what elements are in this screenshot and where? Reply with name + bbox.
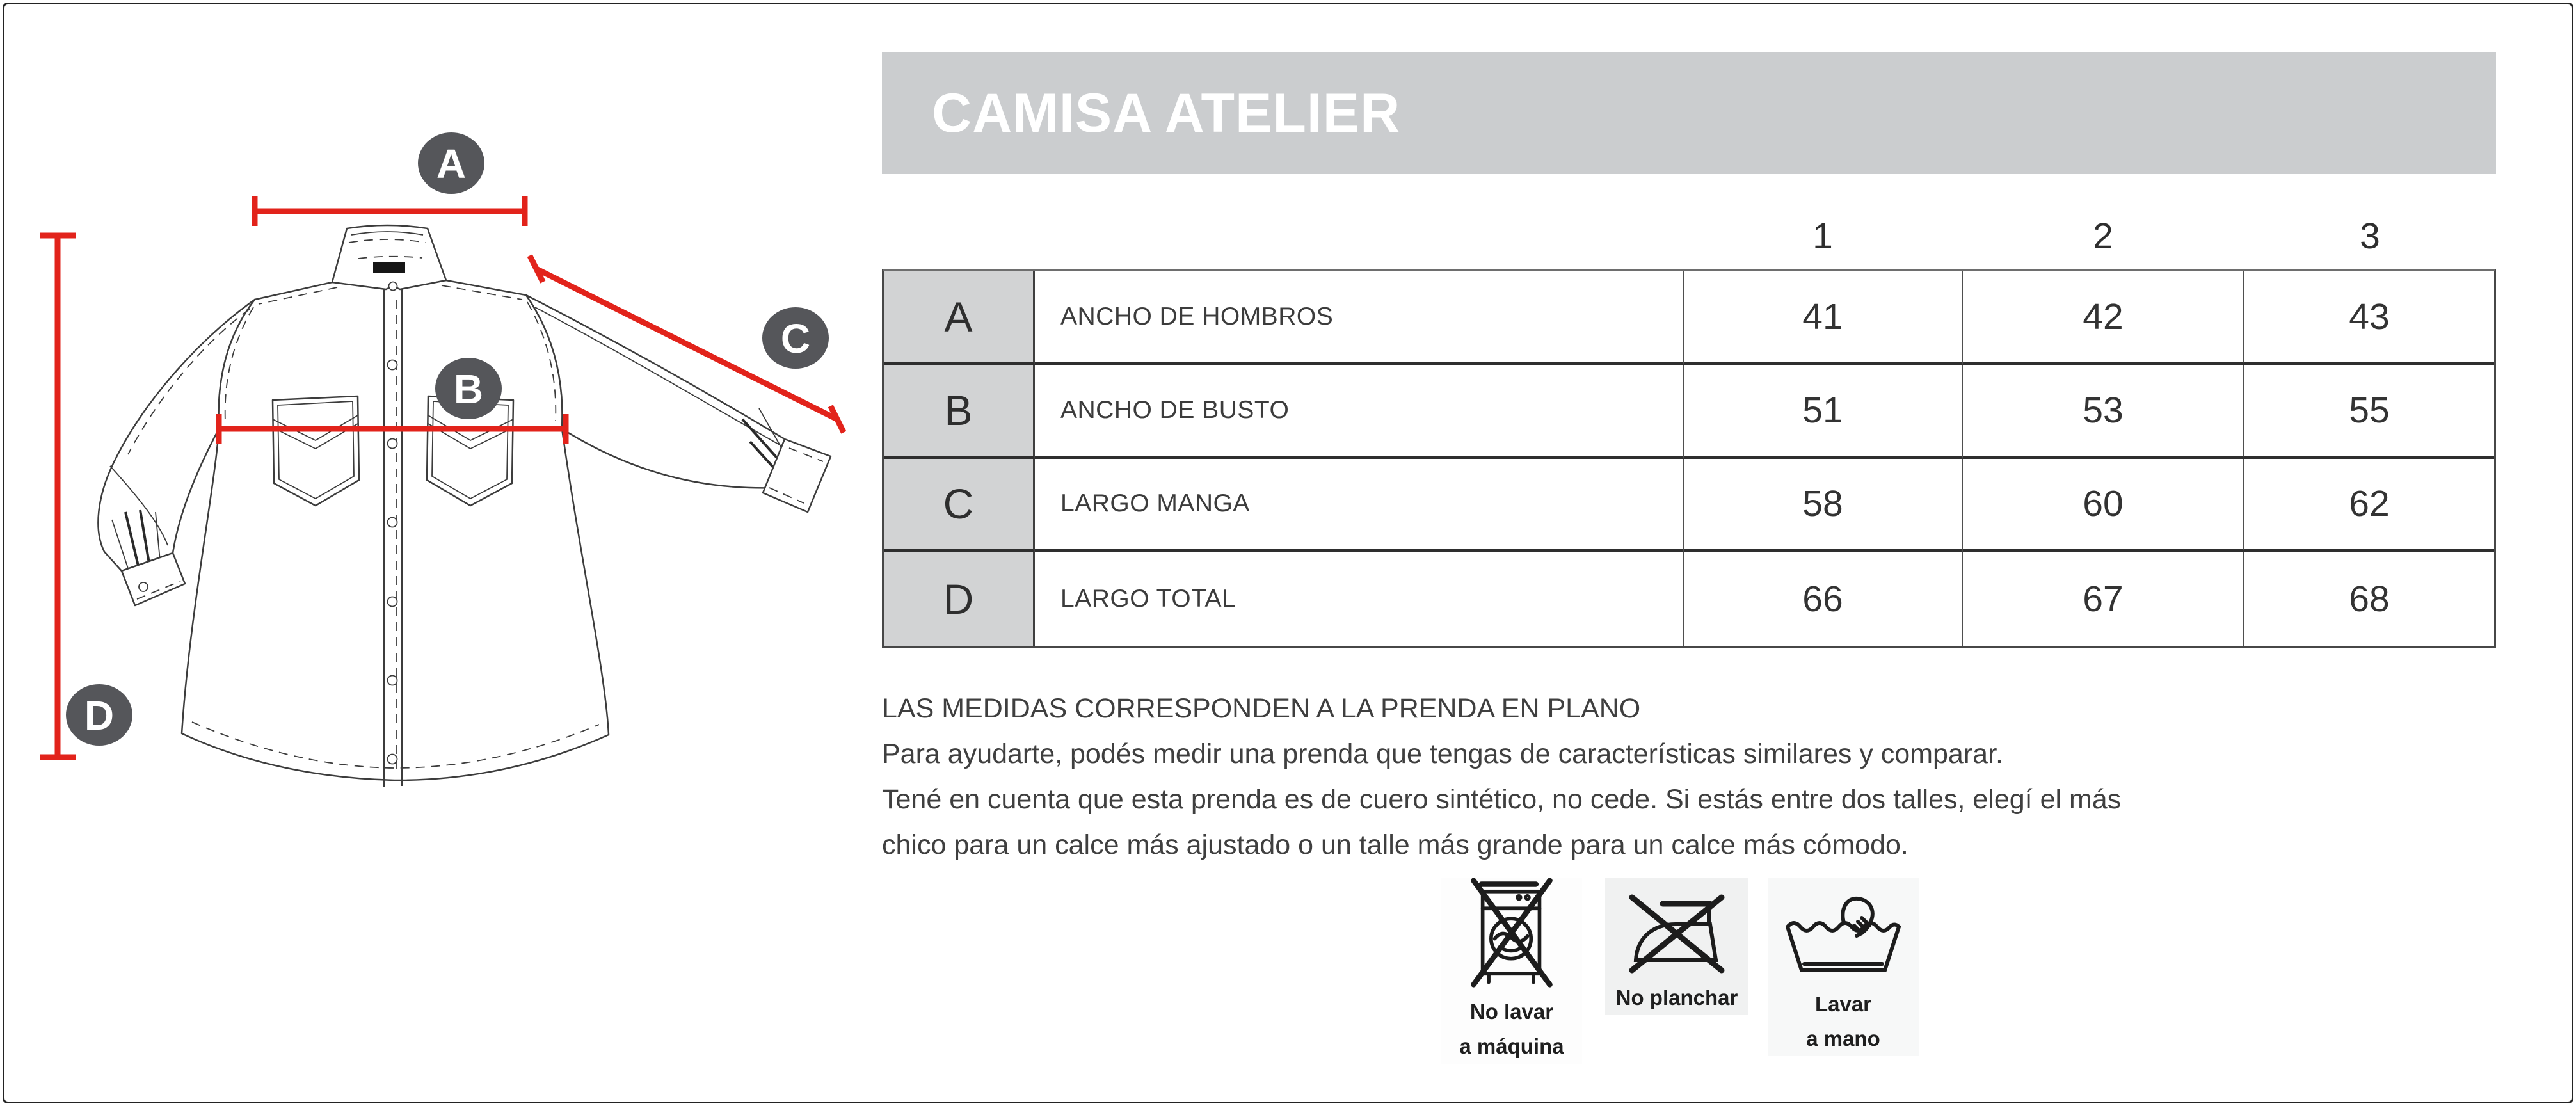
table-row-letter: D [884, 552, 1035, 646]
no-iron-icon [1629, 894, 1725, 974]
table-row-label: ANCHO DE HOMBROS [1035, 271, 1684, 365]
table-cell-value: 66 [1684, 552, 1963, 646]
care-label: No lavar a máquina [1459, 1000, 1564, 1058]
left-cuff-stitch [136, 581, 181, 600]
badge-a-letter: A [436, 141, 466, 187]
table-cell-value: 58 [1684, 458, 1963, 552]
measure-line-a [252, 196, 528, 226]
care-item-no-iron: No planchar [1605, 878, 1748, 1015]
table-cell-value: 62 [2244, 459, 2494, 552]
left-cuff-pleat [139, 509, 150, 564]
measure-line-b [216, 414, 569, 444]
size-column-header-1: 1 [1812, 216, 1833, 257]
left-cuff-button [138, 582, 148, 592]
buttons [387, 359, 398, 765]
hem-stitch-line [191, 721, 600, 769]
table-cell-value: 55 [2244, 365, 2494, 459]
left-sleeve [97, 298, 256, 572]
shirt-body [180, 279, 610, 781]
no-machine-wash-icon [1471, 878, 1553, 988]
table-row-label: LARGO MANGA [1035, 458, 1684, 552]
size-column-header-2: 2 [2093, 216, 2113, 257]
notes-line: LAS MEDIDAS CORRESPONDEN A LA PRENDA EN … [882, 693, 1641, 724]
collar [331, 224, 447, 291]
badge-c [762, 307, 829, 369]
table-cell-value: 60 [1963, 458, 2244, 552]
badge-d [66, 684, 132, 746]
notes-line: Tené en cuenta que esta prenda es de cue… [882, 784, 2122, 815]
hand-wash-icon [1786, 896, 1901, 972]
care-label: Lavar a mano [1806, 992, 1880, 1050]
measure-line-d [40, 232, 76, 760]
neck-label [373, 262, 405, 273]
right-armhole-stitch [527, 301, 557, 422]
left-cuff-gather [111, 519, 129, 569]
left-cuff [120, 552, 186, 607]
table-row-letter: B [884, 365, 1035, 459]
left-shoulder-stitch [258, 287, 338, 305]
care-item-no-machine-wash: No lavar a máquina [1441, 878, 1582, 1064]
badge-b [435, 358, 502, 419]
table-cell-value: 68 [2349, 578, 2390, 620]
notes-line: chico para un calce más ajustado o un ta… [882, 830, 1908, 860]
table-cell-value: 43 [2244, 271, 2494, 365]
badge-a [418, 132, 484, 194]
right-cuff-gather [758, 408, 784, 452]
size-column-header-3: 3 [2360, 216, 2380, 257]
left-cuff-gather [155, 511, 161, 561]
table-cell-value: 51 [1684, 365, 1963, 459]
table-cell-value: 42 [1963, 271, 2244, 365]
table-row-label: ANCHO DE BUSTO [1035, 365, 1684, 459]
care-label: No planchar [1615, 986, 1738, 1009]
shirt-technical-drawing: A B C D [40, 132, 847, 787]
table-row-letter: A [884, 271, 1035, 365]
measure-line-c [527, 254, 847, 434]
badge-d-letter: D [84, 693, 114, 739]
badge-c-letter: C [781, 316, 810, 362]
care-item-hand-wash: Lavar a mano [1768, 878, 1919, 1056]
left-sleeve-fold [109, 465, 168, 546]
measurement-notes: LAS MEDIDAS CORRESPONDEN A LA PRENDA EN … [882, 686, 2418, 868]
page-title: CAMISA ATELIER [932, 82, 1401, 144]
right-shoulder-stitch [441, 285, 523, 300]
collar-button [388, 281, 398, 291]
table-cell-value: 53 [1963, 365, 2244, 459]
badge-b-letter: B [454, 366, 483, 412]
notes-line: Para ayudarte, podés medir una prenda qu… [882, 739, 2003, 769]
right-cuff-pleat [741, 418, 782, 463]
title-bar: CAMISA ATELIER [882, 52, 2496, 174]
table-cell-value: 41 [1684, 271, 1963, 365]
table-cell-value: 67 [1963, 552, 2244, 646]
measurement-lines [40, 196, 847, 760]
left-sleeve-seam-stitch [127, 309, 250, 455]
right-cuff-stitch [769, 447, 824, 504]
measure-badges: A B C D [66, 132, 829, 746]
left-cuff-pleat [124, 511, 140, 566]
right-cuff [762, 438, 832, 513]
left-pocket [271, 395, 360, 507]
right-sleeve [525, 294, 786, 489]
table-row-letter: C [884, 458, 1035, 552]
size-table: A ANCHO DE HOMBROS 41 42 43 B ANCHO DE B… [882, 269, 2496, 648]
table-row-label: LARGO TOTAL [1035, 552, 1684, 646]
